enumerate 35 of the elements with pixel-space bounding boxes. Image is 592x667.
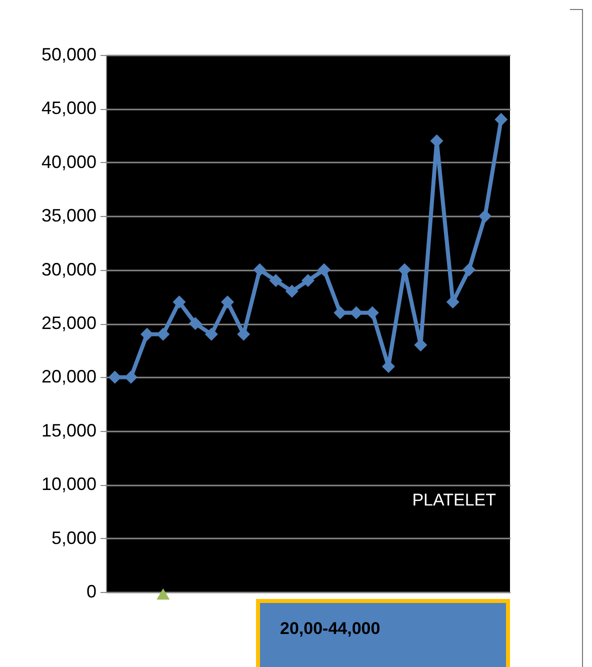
point	[221, 296, 234, 309]
point	[204, 328, 218, 341]
point	[350, 306, 363, 320]
point	[301, 274, 315, 288]
y-tick-label: 45,000	[41, 98, 96, 118]
point	[446, 296, 460, 309]
point	[124, 370, 138, 384]
text: 20,00-44,000	[256, 599, 510, 667]
point	[156, 328, 170, 341]
point	[334, 306, 347, 320]
point	[269, 274, 282, 288]
y-tick-label: 0	[86, 582, 96, 602]
point	[478, 210, 492, 223]
y-tick-label: 50,000	[41, 44, 96, 64]
point	[366, 306, 379, 320]
point	[237, 328, 250, 341]
point	[318, 263, 331, 276]
y-tick-label: 40,000	[41, 152, 96, 172]
point	[140, 328, 154, 341]
y-tick-label: 20,000	[41, 366, 96, 387]
y-tick-label: 10,000	[41, 474, 96, 494]
point	[188, 316, 202, 330]
y-tick-label: 5,000	[51, 528, 96, 548]
y-tick-label: 15,000	[41, 420, 96, 440]
point	[430, 134, 444, 148]
y-tick-label: 35,000	[41, 206, 96, 226]
point	[494, 112, 508, 126]
point	[285, 284, 298, 298]
point	[108, 370, 122, 384]
point	[462, 263, 476, 276]
point	[253, 263, 266, 276]
y-tick-label: 25,000	[41, 313, 96, 333]
y-tick-label: 30,000	[41, 259, 96, 280]
point	[172, 296, 186, 309]
text: PLATELET	[412, 490, 496, 510]
